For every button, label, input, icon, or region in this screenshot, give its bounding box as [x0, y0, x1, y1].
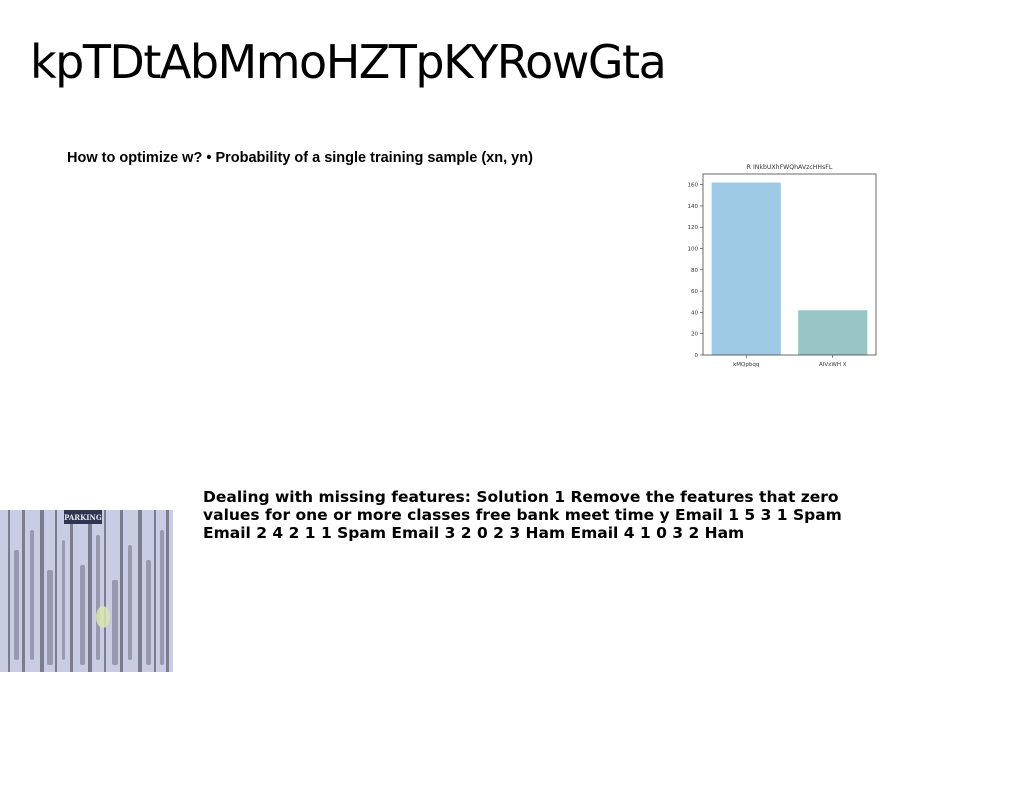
photo-seam-6 [104, 510, 106, 672]
chart-x-tick-label-0: kMQpbqq [733, 362, 759, 368]
photo-stain-5 [96, 535, 100, 660]
chart-y-tick-label-8: 160 [688, 183, 699, 189]
photo-seam-3 [55, 510, 57, 672]
photo-stain-3 [62, 540, 65, 660]
chart-x-tick-label-1: AIVxWH X [819, 362, 847, 368]
photo-stain-6 [112, 580, 118, 665]
photo-seam-5 [88, 510, 92, 672]
door-photo-image: PARKING [0, 510, 173, 672]
photo-seam-10 [166, 510, 169, 672]
photo-seam-4 [70, 510, 73, 672]
chart-frame [702, 173, 877, 356]
slide-body-text: Dealing with missing features: Solution … [203, 488, 842, 542]
chart-y-tick-label-5: 100 [688, 247, 699, 253]
chart-y-tick-label-6: 120 [688, 225, 699, 231]
page-title: kpTDtAbMmoHZTpKYRowGta [30, 35, 667, 89]
photo-light-spot [96, 606, 110, 628]
chart-title: R INkbUXhFWQhAVzcHHsFL [747, 164, 833, 171]
slide-subhead: How to optimize w? • Probability of a si… [67, 150, 533, 166]
photo-seam-9 [154, 510, 156, 672]
chart-y-tick-label-4: 80 [691, 268, 698, 274]
door-photo: PARKING [0, 510, 173, 672]
photo-stain-9 [160, 530, 164, 665]
photo-seam-1 [22, 510, 25, 672]
bar-chart: R INkbUXhFWQhAVzcHHsFL kMQpbqq AIVxWH X 0 20… [670, 158, 890, 373]
photo-stain-4 [80, 565, 85, 665]
photo-sign-text: PARKING [64, 513, 102, 522]
photo-seam-8 [138, 510, 142, 672]
photo-stain-8 [146, 560, 151, 665]
chart-bar-0 [711, 182, 781, 355]
photo-sign [64, 510, 102, 524]
photo-seam-0 [8, 510, 10, 672]
photo-seam-2 [40, 510, 44, 672]
chart-y-tick-label-0: 0 [695, 353, 699, 359]
chart-y-tick-label-1: 20 [691, 332, 698, 338]
photo-background [0, 510, 173, 672]
photo-stain-1 [30, 530, 34, 660]
photo-stain-7 [128, 545, 132, 660]
photo-stain-0 [14, 550, 19, 660]
bar-chart-svg: R INkbUXhFWQhAVzcHHsFL kMQpbqq AIVxWH X 0 20… [688, 164, 877, 368]
chart-y-tick-label-3: 60 [691, 289, 698, 295]
chart-bar-1 [798, 310, 868, 355]
chart-y-tick-label-2: 40 [691, 310, 698, 316]
photo-seam-7 [120, 510, 123, 672]
chart-y-tick-label-7: 140 [688, 204, 699, 210]
photo-stain-2 [47, 570, 53, 665]
